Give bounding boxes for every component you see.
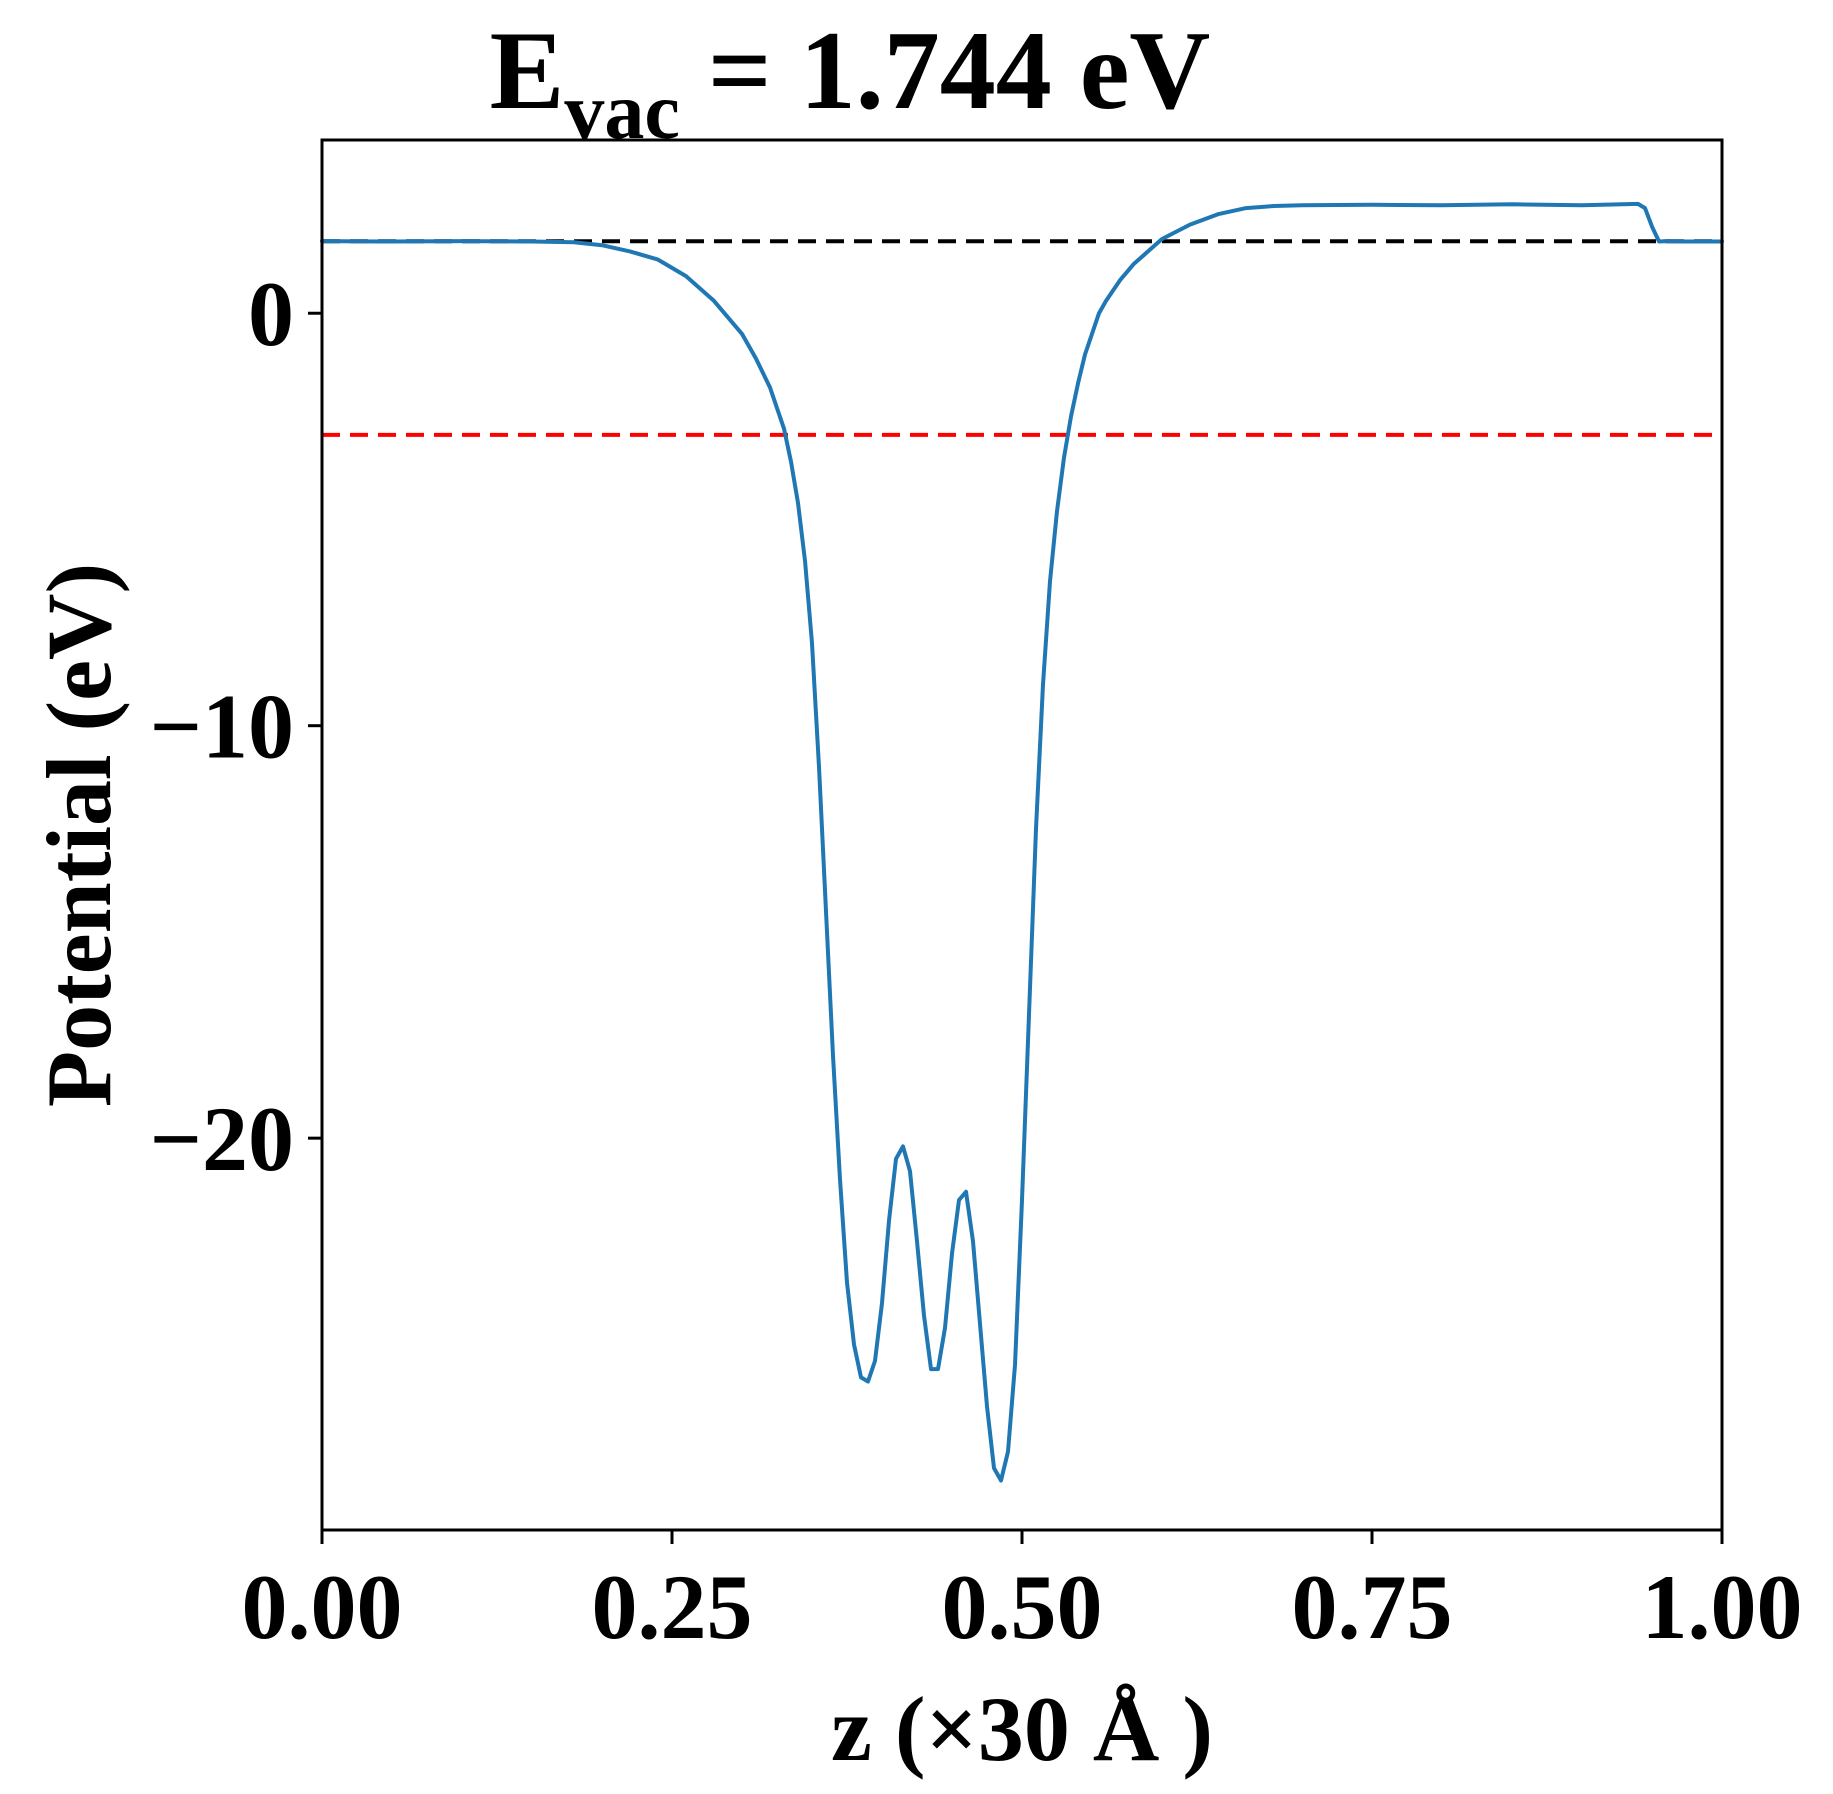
y-axis-label: Potential (eV) [28, 563, 130, 1107]
x-tick-label: 0.75 [1292, 1556, 1453, 1658]
x-tick-label: 0.25 [592, 1556, 753, 1658]
plot-area [320, 201, 1724, 1483]
chart-title: Evac = 1.744 eV [490, 9, 1211, 156]
x-axis-label: z (×30 Å ) [831, 1678, 1213, 1780]
series-line-0 [320, 201, 1724, 1483]
y-tick-label: −20 [150, 1088, 294, 1190]
title-main: E [490, 9, 565, 133]
title-rest: = 1.744 eV [680, 9, 1210, 133]
x-tick-label: 0.00 [242, 1556, 403, 1658]
y-tick-label: −10 [150, 676, 294, 778]
x-tick-label: 0.50 [942, 1556, 1103, 1658]
ticks: 0.00 0.25 0.50 0.75 1.00 0 −10 −20 [150, 263, 1803, 1658]
x-tick-label: 1.00 [1642, 1556, 1803, 1658]
plot-frame [320, 138, 1724, 1532]
y-tick-label: 0 [248, 263, 294, 365]
title-subscript: vac [564, 68, 680, 156]
